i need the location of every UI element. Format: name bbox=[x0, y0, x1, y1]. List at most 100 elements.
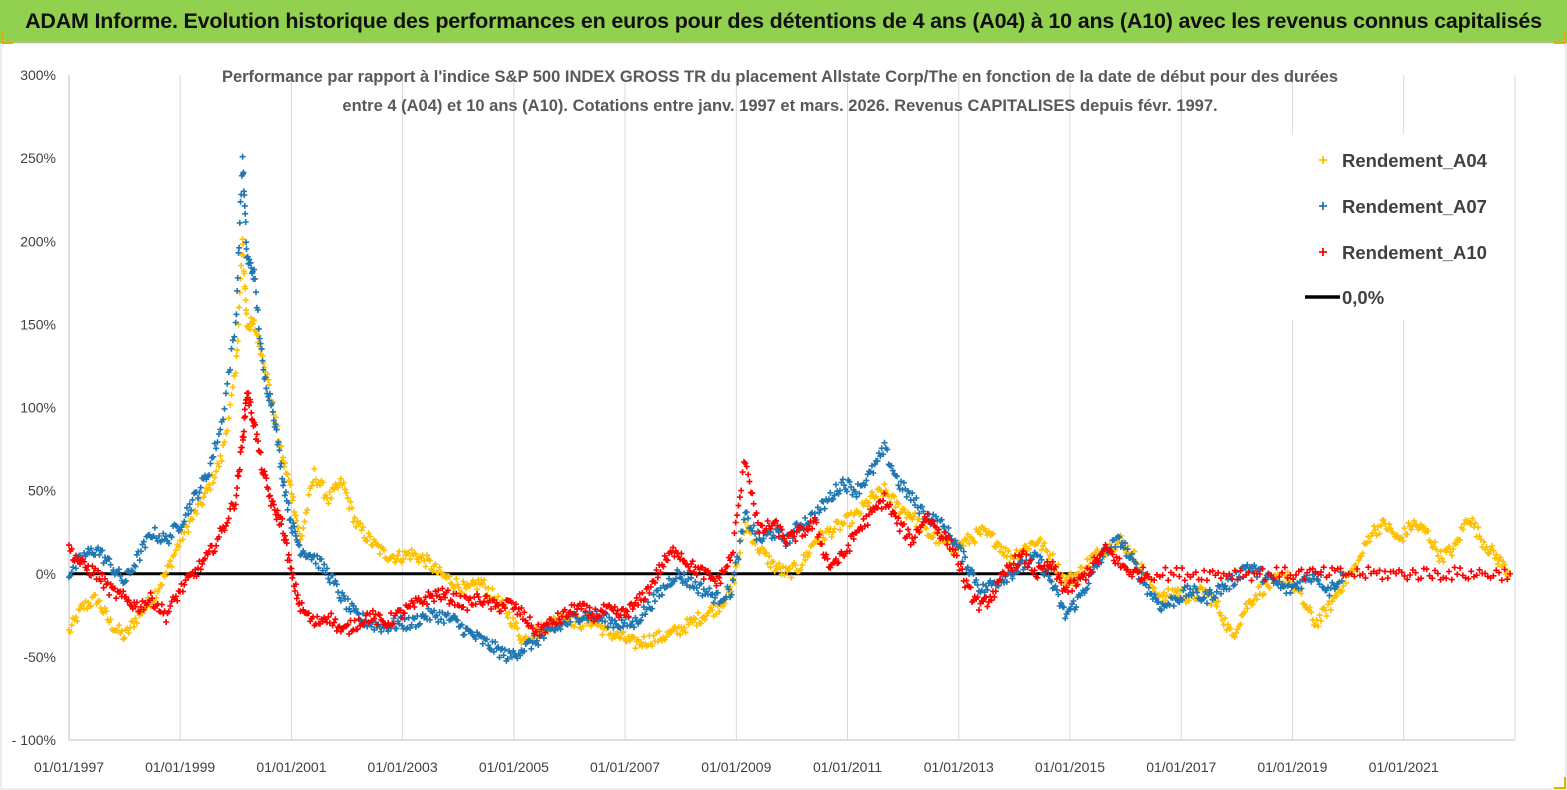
data-point bbox=[476, 581, 483, 588]
data-point bbox=[228, 391, 235, 398]
data-point bbox=[291, 508, 298, 515]
data-point bbox=[572, 611, 579, 618]
data-point bbox=[147, 589, 154, 596]
legend: Rendement_A04 Rendement_A07 Rendement_A10 0… bbox=[1280, 135, 1512, 320]
data-point bbox=[895, 500, 902, 507]
data-point bbox=[638, 639, 644, 646]
data-point bbox=[607, 620, 614, 627]
data-point bbox=[508, 599, 515, 606]
data-point bbox=[240, 434, 247, 441]
data-point bbox=[243, 310, 250, 317]
data-point bbox=[122, 593, 129, 600]
data-point bbox=[1058, 600, 1065, 607]
data-point bbox=[211, 548, 218, 555]
data-point bbox=[653, 567, 660, 573]
data-point bbox=[649, 605, 656, 612]
data-point bbox=[590, 618, 597, 625]
data-point bbox=[974, 582, 981, 588]
data-point bbox=[976, 526, 982, 533]
corner-mark bbox=[1554, 777, 1566, 789]
data-point bbox=[632, 614, 639, 621]
data-point bbox=[294, 592, 301, 598]
data-point bbox=[1062, 577, 1069, 584]
data-point bbox=[364, 537, 371, 544]
data-point bbox=[424, 601, 430, 608]
data-point bbox=[92, 591, 99, 598]
data-point bbox=[483, 636, 490, 643]
data-point bbox=[232, 319, 239, 326]
x-tick-label: 01/01/2013 bbox=[924, 759, 994, 775]
data-point bbox=[290, 494, 297, 500]
data-point bbox=[1081, 590, 1088, 596]
data-point bbox=[272, 414, 279, 421]
data-point bbox=[172, 547, 179, 554]
data-point bbox=[832, 556, 839, 562]
data-point bbox=[242, 297, 249, 304]
x-tick-label: 01/01/2009 bbox=[701, 759, 771, 775]
data-point bbox=[312, 560, 319, 567]
data-point bbox=[736, 550, 743, 556]
data-point bbox=[1041, 572, 1048, 579]
data-point bbox=[1433, 546, 1440, 553]
data-point bbox=[969, 567, 975, 573]
data-point bbox=[232, 370, 239, 376]
data-point bbox=[262, 374, 269, 381]
data-point bbox=[771, 535, 778, 541]
data-point bbox=[1379, 576, 1386, 583]
data-point bbox=[266, 381, 273, 388]
data-point bbox=[221, 405, 228, 412]
data-point bbox=[440, 620, 447, 626]
data-point bbox=[210, 453, 217, 460]
data-point bbox=[292, 512, 299, 519]
data-point bbox=[763, 549, 770, 556]
y-tick-label: - 100% bbox=[12, 732, 56, 748]
data-point bbox=[670, 544, 677, 551]
data-point bbox=[1457, 565, 1464, 572]
data-point bbox=[300, 525, 307, 532]
data-point bbox=[631, 634, 637, 641]
data-point bbox=[1037, 553, 1044, 560]
data-point bbox=[1490, 547, 1497, 554]
data-point bbox=[1227, 625, 1234, 632]
data-point bbox=[1497, 554, 1504, 561]
data-point bbox=[365, 530, 372, 537]
data-point bbox=[522, 633, 529, 640]
data-point bbox=[132, 603, 139, 610]
data-point bbox=[1365, 564, 1372, 571]
data-point bbox=[610, 624, 617, 631]
data-point bbox=[841, 482, 848, 489]
data-point bbox=[571, 623, 578, 630]
data-point bbox=[905, 526, 912, 533]
data-point bbox=[224, 519, 231, 526]
data-point bbox=[274, 507, 281, 514]
data-point bbox=[664, 583, 671, 590]
data-point bbox=[1454, 571, 1461, 578]
data-point bbox=[895, 482, 902, 489]
data-point bbox=[186, 501, 193, 508]
data-point bbox=[273, 516, 280, 523]
data-point bbox=[773, 517, 780, 524]
data-point bbox=[263, 475, 270, 482]
data-point bbox=[269, 498, 276, 505]
data-point bbox=[760, 546, 767, 553]
data-point bbox=[1401, 525, 1408, 532]
data-point bbox=[220, 416, 227, 423]
data-point bbox=[206, 548, 213, 555]
data-point bbox=[837, 487, 843, 494]
data-point bbox=[240, 428, 247, 435]
data-point bbox=[592, 606, 599, 613]
data-point bbox=[1249, 601, 1256, 608]
data-point bbox=[234, 287, 241, 294]
data-point bbox=[1215, 598, 1222, 605]
data-point bbox=[342, 486, 348, 493]
data-point bbox=[649, 642, 656, 649]
data-point bbox=[206, 481, 213, 488]
data-point bbox=[835, 559, 842, 566]
data-point bbox=[1145, 584, 1152, 591]
data-point bbox=[99, 571, 106, 578]
data-point bbox=[319, 479, 326, 486]
data-point bbox=[1222, 582, 1229, 589]
data-point bbox=[510, 615, 517, 622]
data-point bbox=[1062, 615, 1069, 622]
data-point bbox=[285, 477, 292, 484]
